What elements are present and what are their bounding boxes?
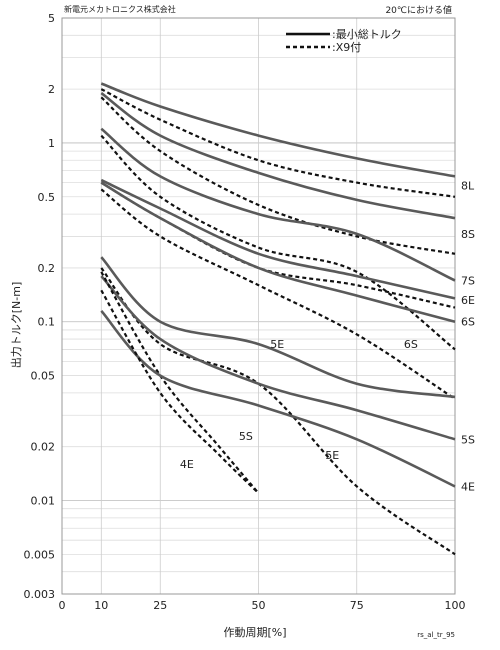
y-tick-label: 2 — [48, 83, 55, 96]
curve-label-5e: 5E — [325, 449, 339, 462]
series-line-5e-solid — [100, 256, 456, 399]
series-line-8l-solid — [100, 82, 456, 178]
curve-label-4e: 4E — [461, 480, 475, 493]
y-axis-label: 出力トルク[N-m] — [9, 282, 23, 369]
x-tick-label: 10 — [94, 599, 108, 612]
company-name: 新電元メカトロニクス株式会社 — [64, 4, 176, 14]
chart-grid — [62, 18, 455, 594]
y-tick-label: 0.5 — [38, 191, 56, 204]
series-line-5s-solid — [100, 275, 456, 441]
x-tick-label: 25 — [153, 599, 167, 612]
curve-label-7s: 7S — [461, 275, 475, 288]
curve-label-5s: 5S — [461, 433, 475, 446]
series-line-6e-dashed — [100, 181, 456, 309]
plot-frame — [61, 17, 456, 595]
curve-label-8s: 8S — [461, 228, 475, 241]
temperature-condition: 20℃における値 — [385, 4, 452, 16]
series-line-6s-dashed — [100, 188, 456, 400]
y-tick-label: 0.02 — [31, 441, 56, 454]
series-line-4e-solid — [100, 310, 456, 488]
y-tick-label: 0.01 — [31, 495, 56, 508]
curve-label-4e: 4E — [180, 458, 194, 471]
series-line-8s-dashed — [100, 96, 456, 255]
x-tick-label: 75 — [350, 599, 364, 612]
x-tick-label: 0 — [59, 599, 66, 612]
legend: :最小総トルク :X9付 — [286, 27, 402, 54]
curve-label-6s: 6S — [461, 316, 475, 329]
curve-label-6e: 6E — [461, 294, 475, 307]
y-tick-label: 0.005 — [24, 548, 56, 561]
y-tick-label: 0.003 — [24, 588, 56, 601]
curve-label-5s: 5S — [239, 430, 253, 443]
series-line-8s-solid — [100, 92, 456, 220]
series-line-5s-dashed — [100, 271, 260, 494]
y-tick-label: 1 — [48, 137, 55, 150]
figure-code: rs_al_tr_95 — [417, 631, 455, 639]
y-tick-label: 0.05 — [31, 370, 56, 383]
curve-label-8l: 8L — [461, 179, 475, 192]
chart-series — [100, 82, 456, 556]
y-tick-label: 0.2 — [38, 262, 56, 275]
curve-label-6s: 6S — [404, 338, 418, 351]
series-line-4e-dashed — [100, 289, 260, 494]
series-line-8l-dashed — [100, 88, 456, 198]
series-line-7s-dashed — [100, 134, 456, 351]
y-tick-label: 5 — [48, 12, 55, 25]
curve-label-5e: 5E — [270, 338, 284, 351]
series-line-6e-solid — [100, 178, 456, 300]
legend-label-solid: :最小総トルク — [332, 27, 402, 41]
chart-annotations: 8L 8S 7S 6E 6S 5S 4E 5E 6S 5S 4E 5E — [180, 179, 475, 493]
x-tick-label: 50 — [252, 599, 266, 612]
x-axis-label: 作動周期[%] — [223, 625, 286, 639]
series-line-6s-solid — [100, 181, 456, 323]
y-tick-label: 0.1 — [38, 316, 56, 329]
x-tick-label: 100 — [445, 599, 466, 612]
series-line-7s-solid — [100, 127, 456, 282]
legend-label-dashed: :X9付 — [332, 41, 361, 54]
